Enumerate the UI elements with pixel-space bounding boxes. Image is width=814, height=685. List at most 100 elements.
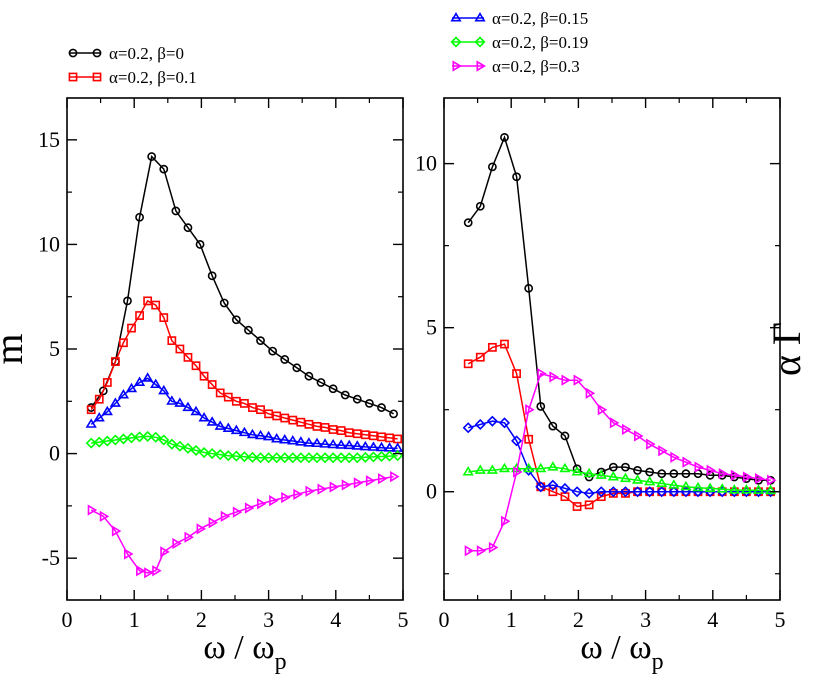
data-point: [152, 565, 162, 577]
data-point: [359, 440, 371, 451]
data-point: [269, 495, 279, 507]
data-point: [206, 416, 218, 426]
data-point: [271, 452, 283, 464]
data-point: [190, 444, 202, 456]
data-point: [631, 474, 644, 484]
data-point: [328, 384, 338, 394]
data-point: [238, 451, 250, 463]
data-point: [136, 565, 146, 577]
data-point: [718, 468, 729, 480]
data-point: [375, 441, 388, 452]
data-point: [159, 313, 169, 323]
data-point: [536, 402, 546, 411]
data-point: [311, 452, 323, 464]
data-point: [547, 461, 559, 471]
data-point: [240, 398, 249, 408]
data-point: [547, 479, 559, 491]
series-3: [85, 372, 404, 452]
data-point: [670, 451, 680, 463]
data-point: [367, 451, 379, 463]
data-point: [680, 480, 692, 491]
data-point: [327, 452, 339, 464]
data-point: [320, 423, 330, 432]
data-point: [352, 429, 362, 439]
data-point: [117, 389, 130, 399]
data-point: [535, 462, 547, 473]
data-point: [537, 368, 547, 380]
data-point: [740, 484, 753, 494]
data-point: [548, 487, 558, 497]
data-point: [335, 452, 347, 464]
data-point: [524, 434, 534, 444]
data-point: [262, 430, 275, 441]
data-point: [634, 430, 644, 442]
data-point: [487, 342, 497, 352]
data-point: [304, 371, 314, 381]
x-tick-label: 2: [196, 607, 207, 632]
data-point: [101, 435, 113, 447]
y-tick-label: 15: [38, 127, 60, 152]
legend-label: α=0.2, β=0: [109, 44, 184, 63]
x-tick-label: 5: [775, 607, 786, 632]
series-4: [85, 430, 404, 464]
legend-entry-2: α=0.2, β=0.1: [68, 68, 197, 87]
data-point: [584, 500, 594, 510]
data-point: [596, 492, 606, 502]
data-point: [728, 484, 740, 494]
data-point: [93, 412, 105, 422]
data-point: [206, 448, 218, 460]
data-point: [498, 462, 511, 473]
x-axis-label: ω / ωp: [580, 629, 663, 675]
data-point: [263, 452, 275, 464]
data-point: [85, 418, 97, 428]
data-point: [329, 481, 340, 493]
data-point: [264, 409, 273, 419]
data-point: [319, 452, 331, 464]
series-4: [462, 461, 777, 495]
legend-marker: [92, 72, 102, 82]
series-5: [464, 368, 777, 557]
data-point: [632, 486, 644, 498]
data-point: [133, 376, 146, 386]
data-point: [644, 486, 656, 498]
data-point: [191, 361, 201, 371]
data-point: [287, 435, 299, 445]
data-point: [705, 470, 715, 480]
data-point: [167, 336, 177, 346]
data-point: [500, 339, 509, 349]
x-tick-label: 4: [707, 607, 718, 632]
x-tick-label: 3: [263, 607, 274, 632]
data-point: [222, 422, 234, 432]
data-point: [645, 467, 655, 477]
legend-label: α=0.2, β=0.3: [492, 57, 580, 76]
data-point: [256, 336, 265, 346]
data-point: [525, 404, 535, 416]
series-2: [86, 296, 403, 444]
data-point: [385, 433, 394, 443]
data-point: [360, 430, 370, 440]
data-point: [279, 452, 291, 464]
right-legend: α=0.2, β=0.15 α=0.2, β=0.19 α=0.2, β=0.3: [450, 9, 588, 76]
data-point: [657, 469, 667, 479]
data-point: [752, 484, 765, 494]
data-point: [207, 271, 217, 281]
x-tick-label: 0: [439, 607, 450, 632]
legend-marker: [450, 36, 462, 48]
legend-entry-3: α=0.2, β=0.3: [452, 57, 580, 76]
data-point: [475, 201, 485, 211]
data-point: [767, 474, 777, 486]
data-point: [98, 386, 108, 396]
data-point: [123, 296, 132, 306]
data-point: [511, 435, 523, 447]
data-point: [524, 283, 534, 293]
data-point: [377, 432, 386, 442]
data-point: [195, 240, 205, 249]
data-point: [174, 397, 186, 407]
y-tick-label: 5: [426, 315, 437, 340]
data-point: [316, 378, 326, 387]
data-point: [208, 517, 219, 529]
data-point: [353, 477, 364, 489]
data-point: [166, 395, 178, 405]
left-legend: α=0.2, β=0 α=0.2, β=0.1: [68, 44, 197, 87]
data-point: [500, 515, 511, 527]
